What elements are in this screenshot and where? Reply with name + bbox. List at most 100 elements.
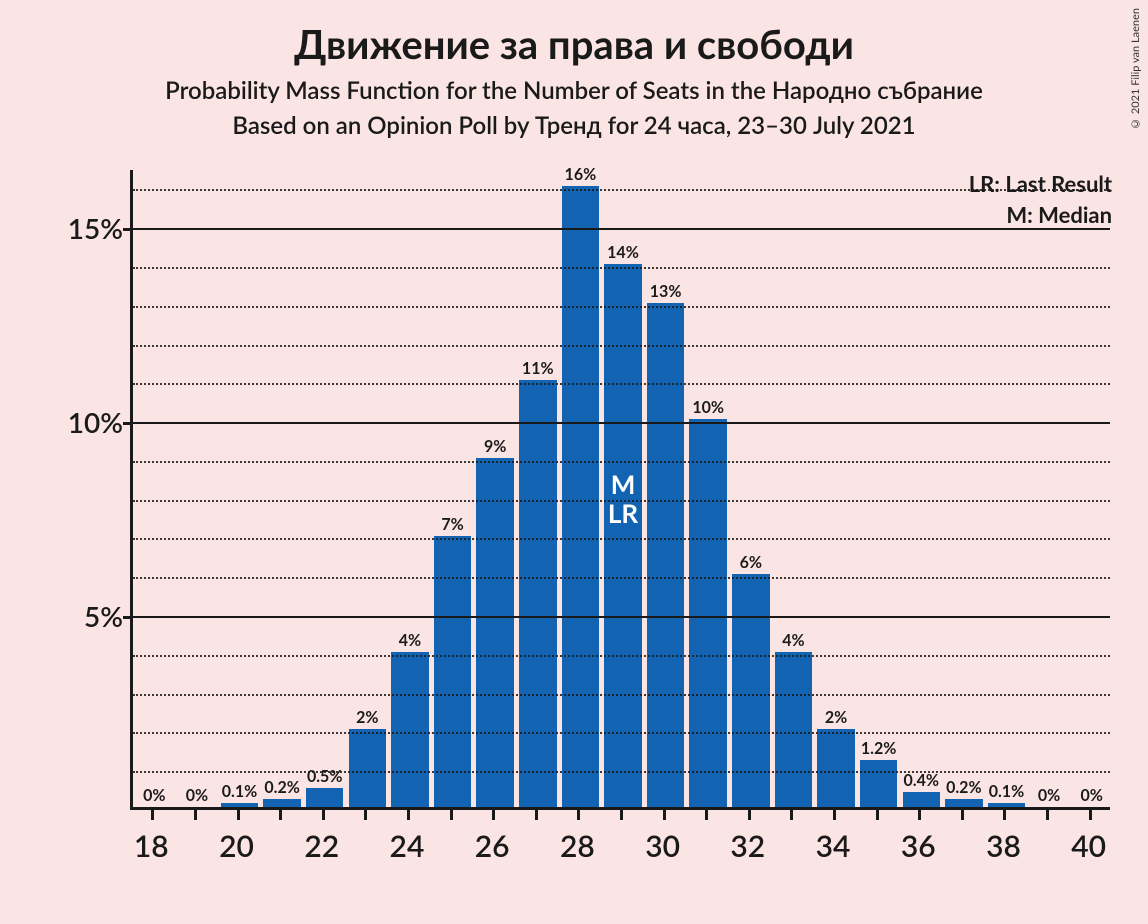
bar-value-label: 0.2%	[946, 778, 981, 797]
bar-value-label: 16%	[565, 165, 597, 184]
x-tick-mark	[535, 810, 538, 820]
grid-minor-line	[133, 500, 1110, 502]
x-tick-mark	[1046, 810, 1049, 820]
x-tick-mark	[1003, 810, 1006, 820]
chart-subtitle-1: Probability Mass Function for the Number…	[0, 76, 1148, 105]
bar-value-label: 0.4%	[903, 771, 938, 790]
bar-value-label: 0%	[143, 786, 165, 805]
grid-minor-line	[133, 771, 1110, 773]
grid-minor-line	[133, 694, 1110, 696]
bar-value-label: 11%	[522, 359, 554, 378]
bar-value-label: 4%	[782, 631, 804, 650]
bar: 0.5%	[306, 788, 343, 807]
bar-value-label: 1.2%	[861, 739, 896, 758]
bar-value-label: 7%	[441, 515, 463, 534]
bar-value-label: 0.2%	[264, 778, 299, 797]
y-tick-mark	[123, 616, 133, 619]
bar-value-label: 2%	[356, 708, 378, 727]
x-tick-label: 18	[134, 828, 169, 864]
grid-minor-line	[133, 538, 1110, 540]
bar-value-label: 4%	[399, 631, 421, 650]
x-tick-mark	[705, 810, 708, 820]
x-tick-mark	[492, 810, 495, 820]
y-tick-label: 10%	[68, 405, 123, 439]
x-tick-mark	[748, 810, 751, 820]
bar: 16%	[562, 186, 599, 807]
bar: 0.2%	[263, 799, 300, 807]
x-tick-mark	[322, 810, 325, 820]
bar-value-label: 0%	[1038, 786, 1060, 805]
grid-minor-line	[133, 655, 1110, 657]
bar: 2%	[817, 729, 854, 807]
bar: 11%	[519, 380, 556, 807]
x-axis: 18 20 22 24 26 28 30 32 34 36 38 40	[130, 810, 1110, 880]
bar-value-label: 0.5%	[307, 767, 342, 786]
grid-minor-line	[133, 383, 1110, 385]
last-result-marker: LR	[608, 499, 638, 528]
x-tick-mark	[790, 810, 793, 820]
grid-minor-line	[133, 732, 1110, 734]
x-tick-label: 40	[1071, 828, 1106, 864]
bar-value-label: 0%	[1080, 786, 1102, 805]
y-tick-label: 15%	[68, 211, 123, 245]
bar-value-label: 2%	[825, 708, 847, 727]
bar: 0.4%	[903, 792, 940, 808]
bar: 13%	[647, 303, 684, 807]
bar-value-label: 14%	[607, 243, 639, 262]
bar: 9%	[476, 458, 513, 807]
bar: 0.2%	[945, 799, 982, 807]
x-tick-mark	[237, 810, 240, 820]
x-tick-mark	[364, 810, 367, 820]
x-tick-mark	[151, 810, 154, 820]
bar-value-label: 0.1%	[989, 782, 1024, 801]
x-tick-label: 32	[730, 828, 765, 864]
x-tick-label: 38	[986, 828, 1021, 864]
grid-minor-line	[133, 306, 1110, 308]
grid-major-line	[133, 228, 1110, 230]
x-tick-mark	[279, 810, 282, 820]
plot-area: 0%0%0.1%0.2%0.5%2%4%7%9%11%16%14%MLR13%1…	[130, 170, 1110, 810]
x-tick-mark	[620, 810, 623, 820]
x-tick-mark	[577, 810, 580, 820]
grid-minor-line	[133, 345, 1110, 347]
y-tick-mark	[123, 422, 133, 425]
x-tick-label: 20	[219, 828, 254, 864]
chart-area: LR: Last Result M: Median 0%0%0.1%0.2%0.…	[60, 170, 1120, 890]
x-tick-label: 26	[475, 828, 510, 864]
chart-title: Движение за права и свободи	[0, 20, 1148, 68]
x-tick-mark	[918, 810, 921, 820]
bars-container: 0%0%0.1%0.2%0.5%2%4%7%9%11%16%14%MLR13%1…	[133, 170, 1110, 807]
x-tick-mark	[407, 810, 410, 820]
bar: 2%	[349, 729, 386, 807]
bar: 10%	[689, 419, 726, 807]
bar-value-label: 10%	[692, 398, 724, 417]
bar-value-label: 9%	[484, 437, 506, 456]
grid-major-line	[133, 616, 1110, 618]
x-tick-mark	[833, 810, 836, 820]
bar: 0.1%	[221, 803, 258, 807]
grid-minor-line	[133, 577, 1110, 579]
copyright-text: © 2021 Filip van Laenen	[1129, 8, 1142, 130]
bar: 7%	[434, 536, 471, 808]
median-marker: M	[608, 470, 638, 499]
x-tick-mark	[876, 810, 879, 820]
x-tick-mark	[450, 810, 453, 820]
x-tick-label: 30	[645, 828, 680, 864]
y-tick-label: 5%	[84, 599, 123, 633]
x-tick-label: 22	[304, 828, 339, 864]
x-tick-label: 24	[390, 828, 425, 864]
title-block: Движение за права и свободи Probability …	[0, 0, 1148, 140]
bar-value-label: 0.1%	[222, 782, 257, 801]
x-tick-label: 28	[560, 828, 595, 864]
x-tick-mark	[961, 810, 964, 820]
grid-minor-line	[133, 189, 1110, 191]
bar-value-label: 13%	[650, 282, 682, 301]
grid-minor-line	[133, 461, 1110, 463]
x-tick-mark	[663, 810, 666, 820]
x-tick-mark	[194, 810, 197, 820]
grid-major-line	[133, 422, 1110, 424]
x-tick-label: 36	[901, 828, 936, 864]
bar: 0.1%	[988, 803, 1025, 807]
chart-subtitle-2: Based on an Opinion Poll by Тренд for 24…	[0, 111, 1148, 140]
x-tick-label: 34	[816, 828, 851, 864]
